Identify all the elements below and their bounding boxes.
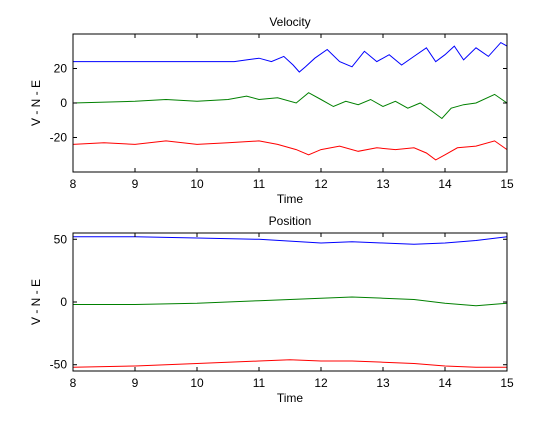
- x-tick-label: 8: [70, 376, 77, 390]
- series-line-0: [73, 236, 508, 245]
- series-line-2: [72, 140, 508, 161]
- y-tick-label: -20: [50, 131, 68, 145]
- x-tick-label: 15: [500, 177, 514, 191]
- series-line-2: [72, 359, 507, 368]
- y-tick-label: 20: [54, 62, 68, 76]
- chart-velocity: 8 9 10 11 12 13 14 15 -20 0 20 Velocity Time V - N - …: [29, 15, 514, 206]
- x-tick-label: 9: [132, 177, 139, 191]
- y-tick-label: 0: [60, 96, 67, 110]
- x-tick-label: 12: [314, 376, 328, 390]
- x-axis-label: Time: [277, 391, 304, 405]
- y-axis-label: V - N - E: [29, 279, 43, 325]
- series-line-1: [72, 92, 508, 120]
- chart-title: Velocity: [269, 15, 310, 29]
- x-tick-label: 10: [190, 376, 204, 390]
- y-tick-label: 0: [60, 295, 67, 309]
- x-tick-label: 13: [376, 376, 390, 390]
- x-axis-label: Time: [277, 192, 304, 206]
- x-tick-label: 14: [438, 376, 452, 390]
- axes-frame: [72, 33, 508, 173]
- axes-frame: [72, 232, 508, 372]
- chart-position: 8 9 10 11 12 13 14 15 -50 0 50 Position Time V - N - …: [29, 214, 514, 405]
- x-tick-label: 11: [253, 177, 266, 191]
- series-line-0: [73, 41, 508, 73]
- series-line-1: [73, 296, 508, 307]
- chart-title: Position: [269, 214, 312, 228]
- x-tick-label: 11: [253, 376, 266, 390]
- y-tick-label: 50: [54, 232, 68, 246]
- x-tick-label: 9: [132, 376, 139, 390]
- x-tick-label: 15: [500, 376, 514, 390]
- x-tick-label: 8: [70, 177, 77, 191]
- y-tick-label: -50: [50, 358, 68, 372]
- y-axis-label: V - N - E: [29, 80, 43, 126]
- x-tick-label: 14: [438, 177, 452, 191]
- x-tick-label: 13: [376, 177, 390, 191]
- x-tick-label: 12: [314, 177, 328, 191]
- x-tick-label: 10: [190, 177, 204, 191]
